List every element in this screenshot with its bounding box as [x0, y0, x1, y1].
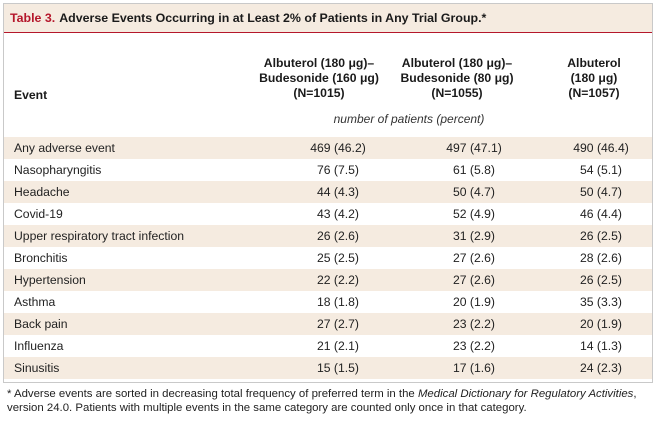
table-row: Asthma 18 (1.8) 20 (1.9) 35 (3.3) [4, 291, 652, 313]
row-value-col1: 43 (4.2) [316, 207, 359, 221]
table-row: Influenza 21 (2.1) 23 (2.2) 14 (1.3) [4, 335, 652, 357]
row-event: Any adverse event [14, 141, 115, 155]
column-header-2-line2: Budesonide (80 μg) [400, 71, 514, 85]
row-value-col3: 26 (2.5) [579, 229, 622, 243]
column-header-1: Albuterol (180 μg)– Budesonide (160 μg) … [254, 56, 384, 101]
column-header-3-line3: (N=1057) [568, 86, 620, 100]
row-value-col1: 469 (46.2) [310, 141, 366, 155]
column-header-1-line2: Budesonide (160 μg) [259, 71, 379, 85]
row-event: Sinusitis [14, 361, 60, 375]
row-value-col1: 25 (2.5) [316, 251, 359, 265]
column-header-2: Albuterol (180 μg)– Budesonide (80 μg) (… [392, 56, 522, 101]
row-value-col1: 18 (1.8) [316, 295, 359, 309]
column-header-1-line3: (N=1015) [293, 86, 345, 100]
row-event: Nasopharyngitis [14, 163, 102, 177]
column-header-3-line1: Albuterol [567, 56, 621, 70]
row-value-col3: 24 (2.3) [579, 361, 622, 375]
row-value-col2: 497 (47.1) [446, 141, 502, 155]
row-value-col2: 23 (2.2) [452, 339, 495, 353]
column-header-2-line3: (N=1055) [431, 86, 483, 100]
table-row: Covid-19 43 (4.2) 52 (4.9) 46 (4.4) [4, 203, 652, 225]
row-value-col1: 22 (2.2) [316, 273, 359, 287]
table-row: Any adverse event 469 (46.2) 497 (47.1) … [4, 137, 652, 159]
row-value-col2: 20 (1.9) [452, 295, 495, 309]
row-value-col3: 26 (2.5) [579, 273, 622, 287]
table-frame: Table 3. Adverse Events Occurring in at … [3, 3, 653, 383]
row-value-col3: 54 (5.1) [579, 163, 622, 177]
row-value-col1: 26 (2.6) [316, 229, 359, 243]
row-value-col1: 21 (2.1) [316, 339, 359, 353]
table-row: Nasopharyngitis 76 (7.5) 61 (5.8) 54 (5.… [4, 159, 652, 181]
row-value-col1: 27 (2.7) [316, 317, 359, 331]
row-event: Headache [14, 185, 70, 199]
row-value-col2: 52 (4.9) [452, 207, 495, 221]
row-value-col1: 15 (1.5) [316, 361, 359, 375]
column-header-1-line1: Albuterol (180 μg)– [263, 56, 375, 70]
row-event: Bronchitis [14, 251, 68, 265]
column-header-3-line2: (180 μg) [570, 71, 618, 85]
footnote-text-after: , version 24.0. Patients with multiple e… [7, 388, 637, 414]
row-event: Back pain [14, 317, 68, 331]
row-value-col3: 46 (4.4) [579, 207, 622, 221]
row-value-col2: 17 (1.6) [452, 361, 495, 375]
row-value-col3: 28 (2.6) [579, 251, 622, 265]
table-row: Hypertension 22 (2.2) 27 (2.6) 26 (2.5) [4, 269, 652, 291]
row-value-col3: 50 (4.7) [579, 185, 622, 199]
row-event: Covid-19 [14, 207, 63, 221]
column-header-2-line1: Albuterol (180 μg)– [401, 56, 513, 70]
row-value-col3: 20 (1.9) [579, 317, 622, 331]
table-body: Any adverse event 469 (46.2) 497 (47.1) … [4, 137, 652, 379]
footnote-italic: Medical Dictionary for Regulatory Activi… [417, 388, 634, 400]
table-label: Table 3. [10, 11, 56, 25]
row-event: Upper respiratory tract infection [14, 229, 185, 243]
footnote-text-before: Adverse events are sorted in decreasing … [11, 388, 418, 400]
table-row: Bronchitis 25 (2.5) 27 (2.6) 28 (2.6) [4, 247, 652, 269]
row-value-col2: 23 (2.2) [452, 317, 495, 331]
table-row: Headache 44 (4.3) 50 (4.7) 50 (4.7) [4, 181, 652, 203]
table-footnote: * Adverse events are sorted in decreasin… [7, 387, 652, 415]
row-value-col3: 490 (46.4) [573, 141, 629, 155]
event-column-header: Event [14, 88, 48, 102]
row-value-col3: 35 (3.3) [579, 295, 622, 309]
unit-note: number of patients (percent) [333, 112, 485, 126]
row-event: Influenza [14, 339, 64, 353]
table-title-bar: Table 3. Adverse Events Occurring in at … [4, 4, 652, 32]
table-row: Back pain 27 (2.7) 23 (2.2) 20 (1.9) [4, 313, 652, 335]
row-value-col1: 44 (4.3) [316, 185, 359, 199]
row-value-col2: 31 (2.9) [452, 229, 495, 243]
table-row: Sinusitis 15 (1.5) 17 (1.6) 24 (2.3) [4, 357, 652, 379]
title-divider [4, 32, 652, 33]
table-title: Adverse Events Occurring in at Least 2% … [59, 11, 487, 25]
row-event: Hypertension [14, 273, 86, 287]
row-value-col2: 27 (2.6) [452, 251, 495, 265]
row-value-col2: 27 (2.6) [452, 273, 495, 287]
footnote-marker: * [7, 388, 12, 400]
row-value-col1: 76 (7.5) [316, 163, 359, 177]
table-row: Upper respiratory tract infection 26 (2.… [4, 225, 652, 247]
row-value-col2: 50 (4.7) [452, 185, 495, 199]
row-value-col2: 61 (5.8) [452, 163, 495, 177]
row-value-col3: 14 (1.3) [579, 339, 622, 353]
column-header-3: Albuterol (180 μg) (N=1057) [549, 56, 639, 101]
row-event: Asthma [14, 295, 56, 309]
